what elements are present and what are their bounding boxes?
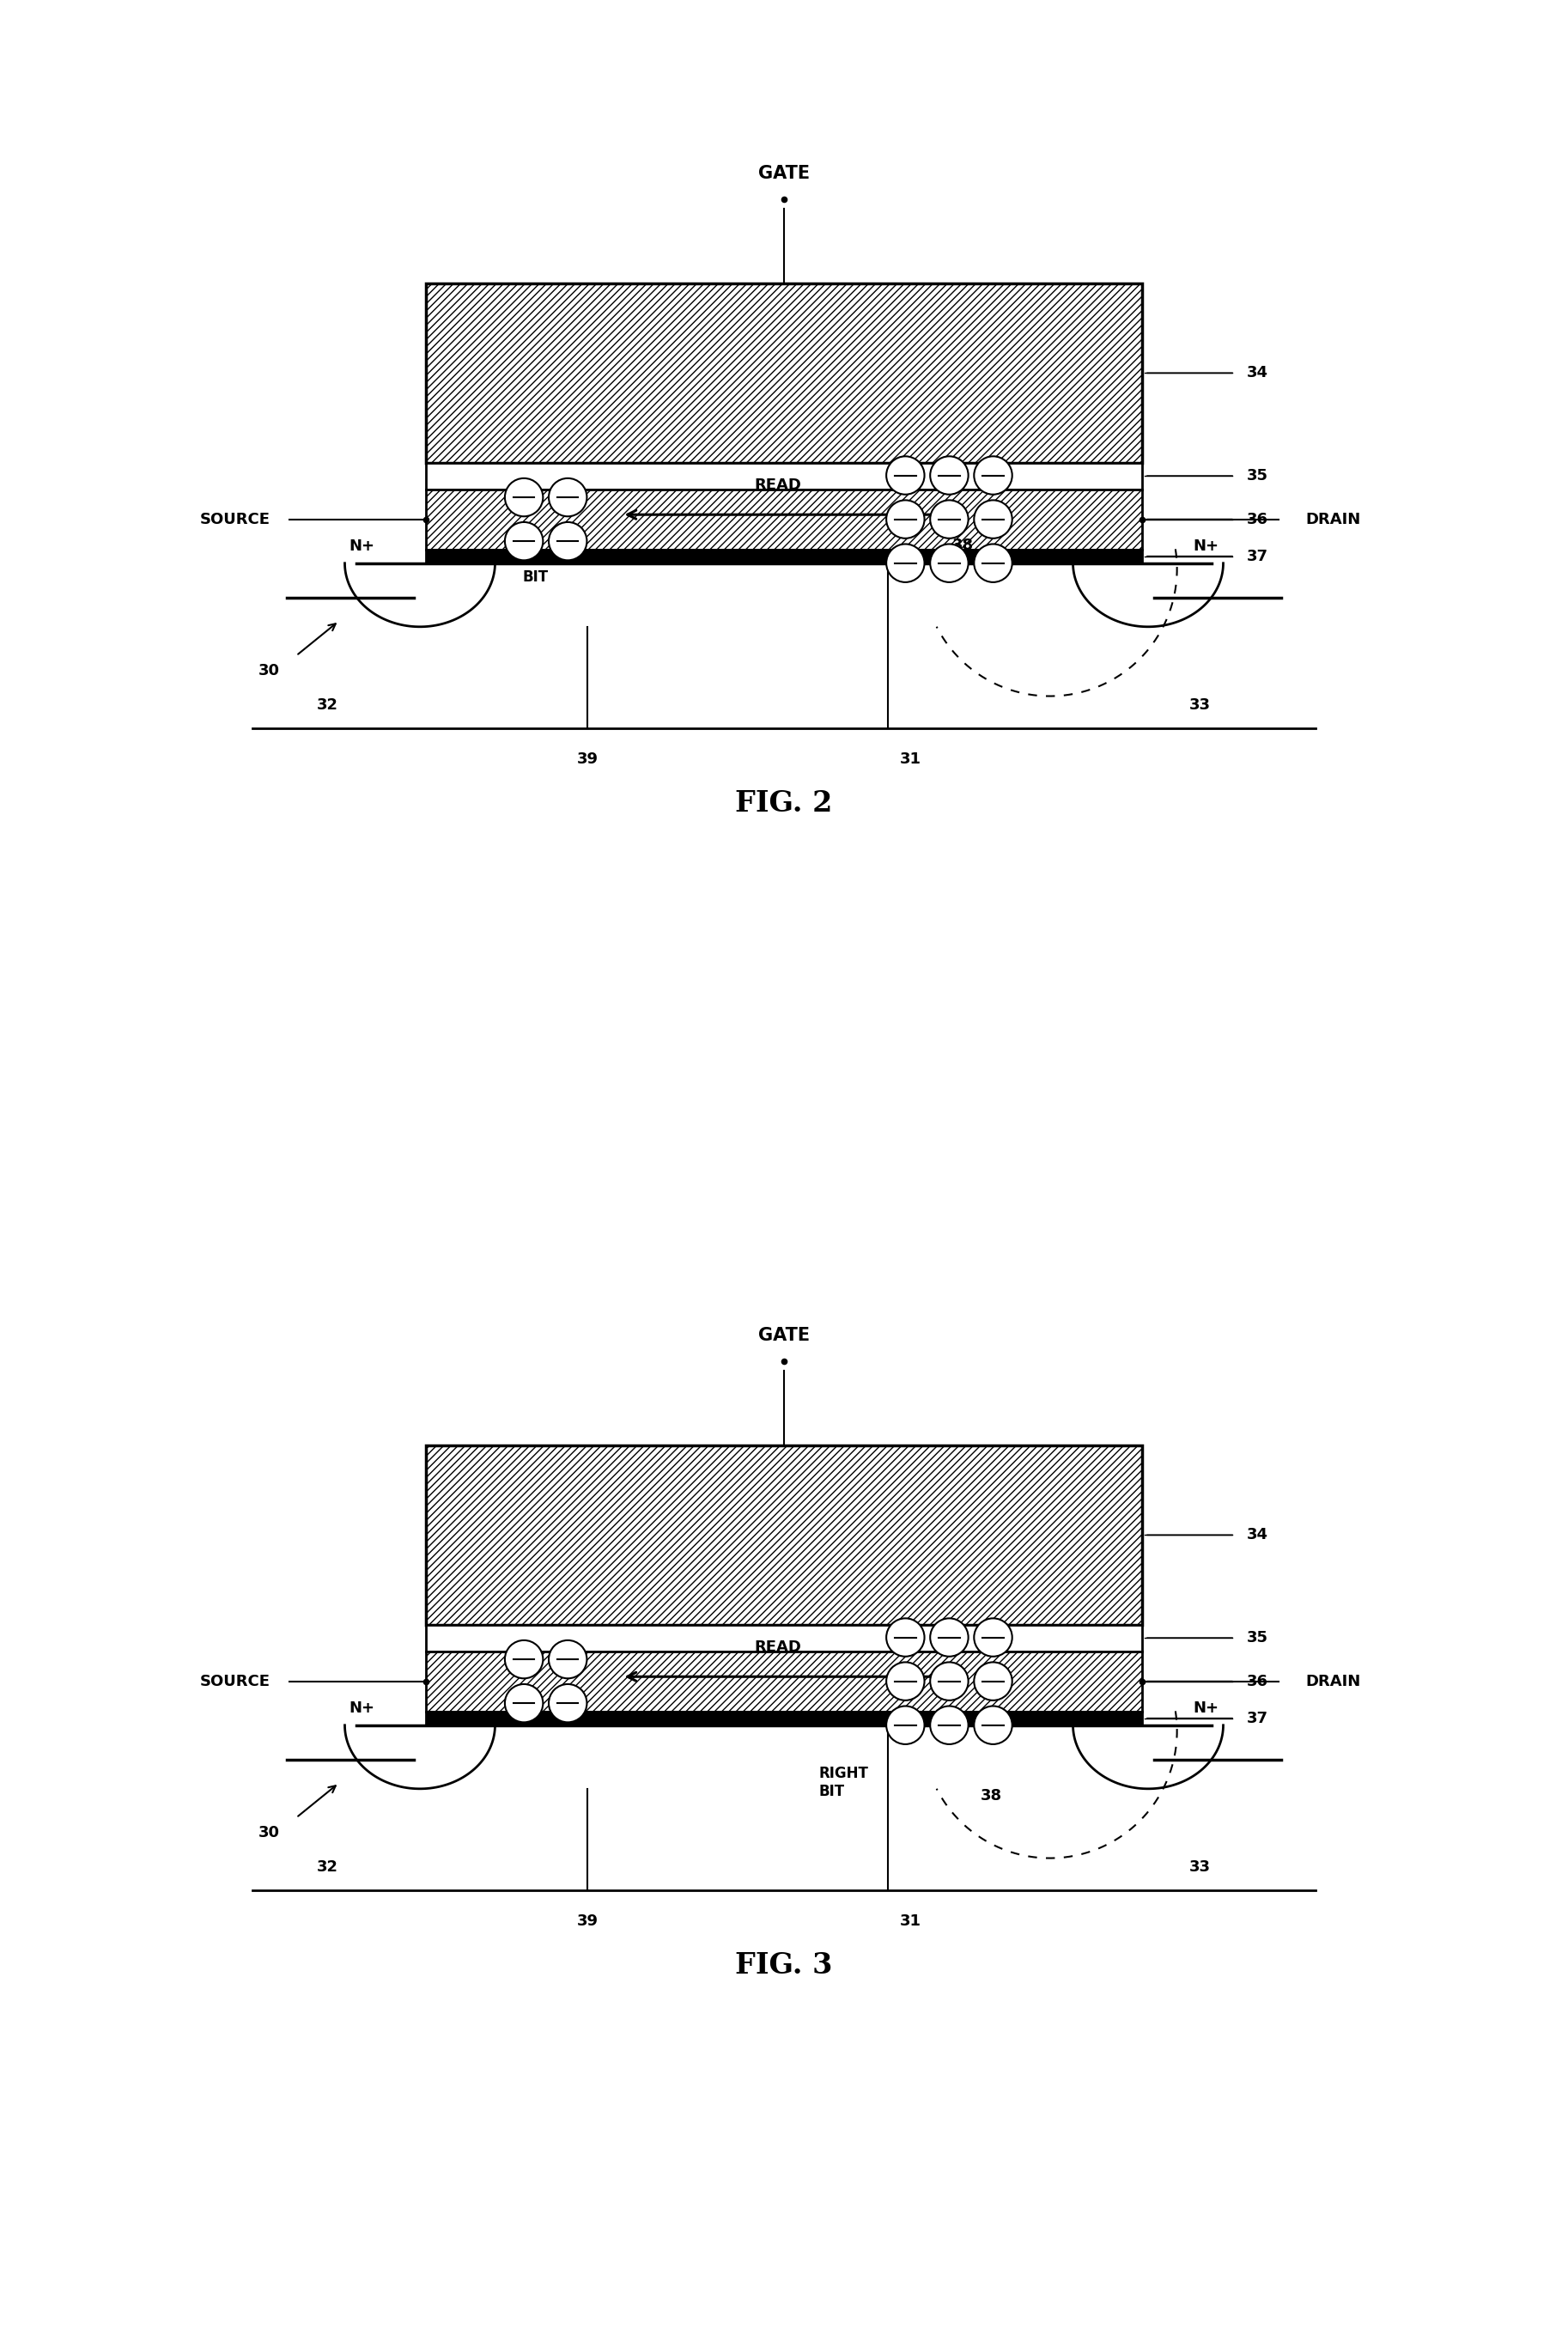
Circle shape bbox=[930, 1706, 969, 1745]
Circle shape bbox=[974, 1661, 1013, 1701]
Circle shape bbox=[930, 501, 969, 538]
Text: LEFT
BIT: LEFT BIT bbox=[516, 552, 555, 585]
Text: 37: 37 bbox=[1247, 1710, 1269, 1727]
Text: 34: 34 bbox=[1247, 1526, 1269, 1542]
Text: 33: 33 bbox=[1190, 697, 1210, 713]
Circle shape bbox=[930, 1619, 969, 1657]
Bar bbox=[425, 1652, 1143, 1710]
Text: 31: 31 bbox=[900, 753, 920, 767]
Circle shape bbox=[886, 543, 925, 582]
Text: FIG. 3: FIG. 3 bbox=[735, 1953, 833, 1980]
Text: 38: 38 bbox=[980, 1789, 1002, 1803]
Circle shape bbox=[974, 1619, 1013, 1657]
Bar bbox=[425, 284, 1143, 464]
Circle shape bbox=[505, 1640, 543, 1678]
Text: GATE: GATE bbox=[759, 165, 809, 182]
Circle shape bbox=[549, 522, 586, 559]
Text: 34: 34 bbox=[1247, 366, 1269, 380]
Circle shape bbox=[886, 457, 925, 494]
Text: 32: 32 bbox=[317, 1859, 339, 1876]
Text: FIG. 2: FIG. 2 bbox=[735, 790, 833, 818]
Circle shape bbox=[930, 1661, 969, 1701]
Bar bbox=[425, 1652, 1143, 1710]
Bar bbox=[425, 550, 1143, 564]
Circle shape bbox=[974, 501, 1013, 538]
Text: SOURCE: SOURCE bbox=[199, 1673, 270, 1689]
Text: N+: N+ bbox=[1193, 1701, 1218, 1715]
Text: 39: 39 bbox=[577, 753, 599, 767]
Circle shape bbox=[886, 1661, 925, 1701]
Circle shape bbox=[549, 478, 586, 517]
Text: READ: READ bbox=[754, 1640, 801, 1654]
Circle shape bbox=[930, 457, 969, 494]
Bar bbox=[425, 464, 1143, 489]
Bar bbox=[425, 489, 1143, 550]
Text: 39: 39 bbox=[577, 1913, 599, 1929]
Circle shape bbox=[505, 522, 543, 559]
Bar bbox=[425, 489, 1143, 550]
Text: DRAIN: DRAIN bbox=[1306, 513, 1361, 527]
Text: 33: 33 bbox=[1190, 1859, 1210, 1876]
Circle shape bbox=[974, 457, 1013, 494]
Text: GATE: GATE bbox=[759, 1328, 809, 1344]
Circle shape bbox=[930, 543, 969, 582]
Text: SOURCE: SOURCE bbox=[199, 513, 270, 527]
Text: READ: READ bbox=[754, 478, 801, 492]
Text: 37: 37 bbox=[1247, 548, 1269, 564]
Circle shape bbox=[886, 1619, 925, 1657]
Circle shape bbox=[974, 1706, 1013, 1745]
Text: 30: 30 bbox=[259, 664, 279, 678]
Circle shape bbox=[886, 1706, 925, 1745]
Text: 35: 35 bbox=[1247, 468, 1269, 485]
Text: DRAIN: DRAIN bbox=[1306, 1673, 1361, 1689]
Bar bbox=[425, 1624, 1143, 1652]
Text: 36: 36 bbox=[1247, 513, 1269, 527]
Circle shape bbox=[549, 1685, 586, 1722]
Text: N+: N+ bbox=[350, 538, 375, 555]
Circle shape bbox=[549, 1640, 586, 1678]
Circle shape bbox=[886, 501, 925, 538]
Bar bbox=[425, 1445, 1143, 1624]
Text: 35: 35 bbox=[1247, 1631, 1269, 1645]
Text: 31: 31 bbox=[900, 1913, 920, 1929]
Text: N+: N+ bbox=[1193, 538, 1218, 555]
Circle shape bbox=[505, 1685, 543, 1722]
Text: 32: 32 bbox=[317, 697, 339, 713]
Bar bbox=[425, 1710, 1143, 1724]
Text: 38: 38 bbox=[952, 538, 974, 552]
Text: 30: 30 bbox=[259, 1824, 279, 1841]
Text: 36: 36 bbox=[1247, 1673, 1269, 1689]
Circle shape bbox=[505, 478, 543, 517]
Circle shape bbox=[974, 543, 1013, 582]
Text: N+: N+ bbox=[350, 1701, 375, 1715]
Text: RIGHT
BIT: RIGHT BIT bbox=[818, 1766, 869, 1799]
